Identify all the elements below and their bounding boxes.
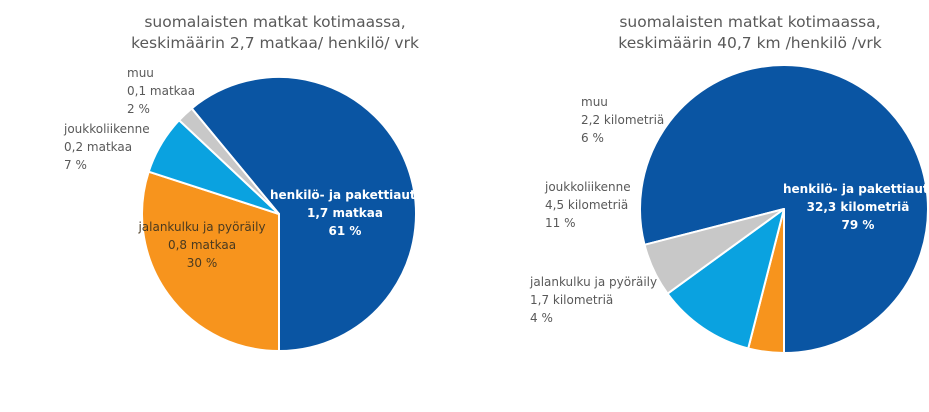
slice-label-percent: 7 % (64, 158, 87, 172)
slice-label-amount: 2,2 kilometriä (581, 113, 665, 127)
slice-label-amount: 32,3 kilometriä (806, 200, 910, 214)
pie-svg (639, 64, 929, 354)
slice-label-percent: 79 % (841, 218, 875, 232)
chart-title-line-2: keskimäärin 40,7 km /henkilö /vrk (618, 34, 882, 52)
slice-label-percent: 4 % (530, 311, 553, 325)
slice-walk-cycle (141, 170, 280, 352)
slice-public-transport (666, 208, 785, 350)
slice-label-car: henkilö- ja pakettiauto 1,7 matkaa 61 % (270, 186, 424, 240)
slice-label-walk-cycle: jalankulku ja pyöräily 0,8 matkaa 30 % (128, 218, 276, 272)
slice-label-percent: 2 % (127, 102, 150, 116)
slice-label-other: muu 0,1 matkaa 2 % (127, 64, 195, 118)
chart-title: suomalaisten matkat kotimaassa, keskimää… (110, 12, 440, 54)
slice-label-amount: 0,1 matkaa (127, 84, 196, 98)
slice-label-amount: 4,5 kilometriä (545, 198, 629, 212)
slice-label-percent: 61 % (328, 224, 362, 238)
pie-svg (141, 76, 417, 352)
chart-title: suomalaisten matkat kotimaassa, keskimää… (585, 12, 915, 54)
slice-label-car: henkilö- ja pakettiauto 32,3 kilometriä … (783, 180, 929, 234)
chart-title-line-2: keskimäärin 2,7 matkaa/ henkilö/ vrk (131, 34, 419, 52)
slice-label-name: joukkoliikenne (545, 180, 631, 194)
slice-label-amount: 0,8 matkaa (167, 238, 237, 252)
slice-car (190, 76, 417, 352)
slice-other (178, 107, 280, 215)
slice-label-other: muu 2,2 kilometriä 6 % (581, 93, 664, 147)
slice-label-percent: 6 % (581, 131, 604, 145)
chart-title-line-1: suomalaisten matkat kotimaassa, (619, 13, 881, 31)
slice-label-name: henkilö- ja pakettiauto (270, 188, 424, 202)
slice-label-name: jalankulku ja pyöräily (138, 220, 266, 234)
slice-label-amount: 1,7 kilometriä (530, 293, 614, 307)
slice-label-percent: 11 % (545, 216, 576, 230)
slice-label-amount: 1,7 matkaa (307, 206, 383, 220)
pie-chart-kilometres: suomalaisten matkat kotimaassa, keskimää… (465, 0, 929, 412)
slice-label-percent: 30 % (186, 256, 218, 270)
slice-label-name: jalankulku ja pyöräily (530, 275, 658, 289)
slice-label-name: muu (127, 66, 154, 80)
slice-label-name: henkilö- ja pakettiauto (783, 182, 929, 196)
slice-label-name: joukkoliikenne (64, 122, 150, 136)
slice-label-public-transport: joukkoliikenne 0,2 matkaa 7 % (64, 120, 150, 174)
chart-title-line-1: suomalaisten matkat kotimaassa, (144, 13, 406, 31)
slice-label-walk-cycle: jalankulku ja pyöräily 1,7 kilometriä 4 … (530, 273, 657, 327)
slice-label-name: muu (581, 95, 608, 109)
slice-other (643, 208, 785, 295)
slice-label-amount: 0,2 matkaa (64, 140, 133, 154)
slice-label-public-transport: joukkoliikenne 4,5 kilometriä 11 % (545, 178, 631, 232)
pie-chart-trips: suomalaisten matkat kotimaassa, keskimää… (64, 12, 440, 352)
